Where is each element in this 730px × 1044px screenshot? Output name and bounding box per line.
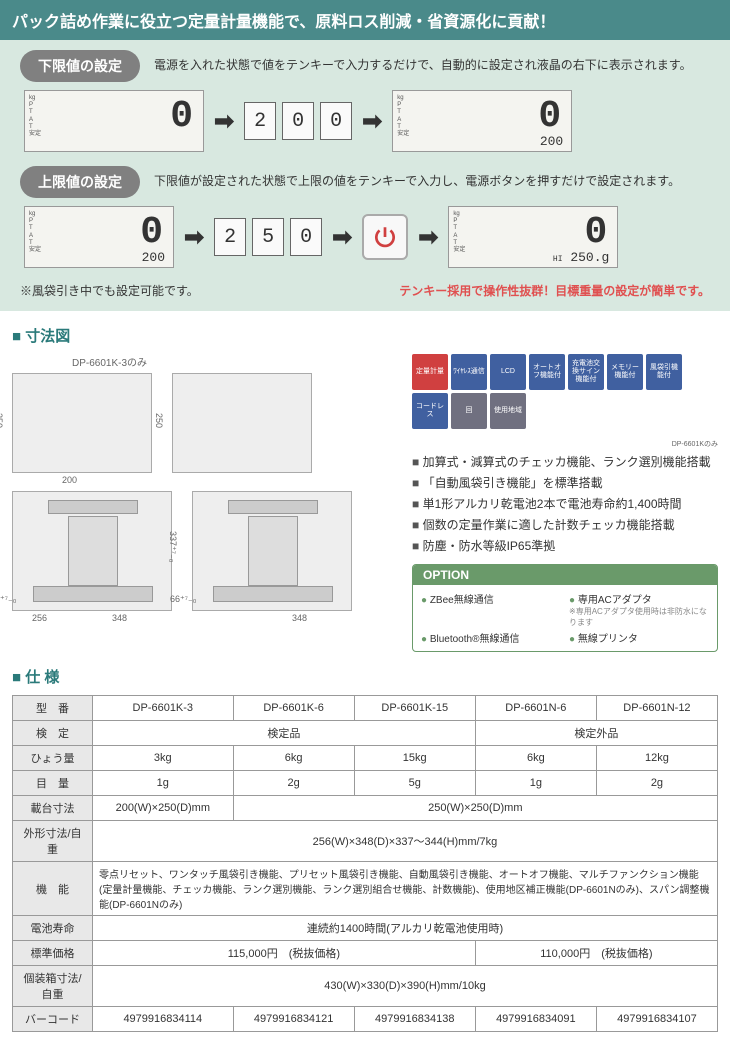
digit: 0	[282, 102, 314, 140]
arrow-icon: ➡	[184, 223, 204, 252]
upper-desc: 下限値が設定された状態で上限の値をテンキーで入力し、電源ボタンを押すだけで設定さ…	[154, 166, 680, 189]
feature-badge: 風袋引機能付	[646, 354, 682, 390]
table-row: 機 能 零点リセット、ワンタッチ風袋引き機能、プリセット風袋引き機能、自動風袋引…	[13, 862, 718, 916]
table-row: 標準価格 115,000円 (税抜価格)110,000円 (税抜価格)	[13, 941, 718, 966]
digit: 0	[290, 218, 322, 256]
table-row: バーコード 4979916834114497991683412149799168…	[13, 1007, 718, 1032]
digit: 2	[244, 102, 276, 140]
option-item: 専用ACアダプタ	[569, 595, 652, 606]
upper-limit-label: 上限値の設定	[20, 166, 140, 198]
table-row: 載台寸法 200(W)×250(D)mm250(W)×250(D)mm	[13, 796, 718, 821]
header-bar: パック詰め作業に役立つ定量計量機能で、原料ロス削減・省資源化に貢献！	[0, 0, 730, 40]
feature-badge: 回	[451, 393, 487, 429]
lower-setting-row: 下限値の設定 電源を入れた状態で値をテンキーで入力するだけで、自動的に設定され液…	[20, 50, 710, 82]
option-box: OPTION ZBee無線通信 専用ACアダプタ※専用ACアダプタ使用時は非防水…	[412, 564, 718, 652]
table-row: 目 量 1g2g5g1g2g	[13, 771, 718, 796]
diagram-plate-2	[172, 373, 312, 473]
arrow-icon: ➡	[418, 223, 438, 252]
feature-item: 防塵・防水等級IP65準拠	[412, 537, 718, 554]
option-header: OPTION	[413, 565, 717, 585]
badge-row: 定量計量ﾜｲﾔﾚｽ通信LCDオートオフ機能付充電池交換サイン機能付メモリー機能付…	[412, 354, 718, 429]
lcd-upper-after: kgPTAT安定 0 HI 250.g	[448, 206, 618, 268]
feature-list: 加算式・減算式のチェッカ機能、ランク選別機能搭載「自動風袋引き機能」を標準搭載単…	[412, 453, 718, 554]
diagram-scale-2	[192, 491, 352, 611]
option-item: ZBee無線通信	[421, 591, 561, 628]
table-row: ひょう量 3kg6kg15kg6kg12kg	[13, 746, 718, 771]
diagram-note: DP-6601K-3のみ	[72, 354, 392, 369]
lower-desc: 電源を入れた状態で値をテンキーで入力するだけで、自動的に設定され液晶の右下に表示…	[154, 50, 692, 73]
upper-setting-row: 上限値の設定 下限値が設定された状態で上限の値をテンキーで入力し、電源ボタンを押…	[20, 166, 710, 198]
power-icon	[372, 224, 398, 250]
table-row: 外形寸法/自重 256(W)×348(D)×337～344(H)mm/7kg	[13, 821, 718, 862]
lcd-lower-before: kgPTAT安定 0	[24, 90, 204, 152]
option-item: 無線プリンタ	[569, 630, 709, 645]
feature-badge: 使用地域	[490, 393, 526, 429]
diagram-scale-1	[12, 491, 172, 611]
upper-digits: 2 5 0	[214, 218, 322, 256]
lower-digits: 2 0 0	[244, 102, 352, 140]
dims-info: 定量計量ﾜｲﾔﾚｽ通信LCDオートオフ機能付充電池交換サイン機能付メモリー機能付…	[412, 354, 718, 652]
digit: 2	[214, 218, 246, 256]
footnote-left: ※風袋引き中でも設定可能です。	[20, 282, 199, 299]
table-row: 検 定 検定品検定外品	[13, 721, 718, 746]
dims-title: 寸法図	[12, 325, 730, 346]
spec-title: 仕 様	[12, 666, 730, 687]
lcd-upper-before: kgPTAT安定 0 200	[24, 206, 174, 268]
upper-flow: kgPTAT安定 0 200 ➡ 2 5 0 ➡ ➡ kgPTAT安定 0 HI…	[20, 206, 710, 268]
dims-diagrams: DP-6601K-3のみ 200 250 250 256 348	[12, 354, 392, 652]
diagram-plate-1	[12, 373, 152, 473]
dims-region: DP-6601K-3のみ 200 250 250 256 348	[0, 354, 730, 652]
digit: 5	[252, 218, 284, 256]
feature-item: 単1形アルカリ乾電池2本で電池寿命約1,400時間	[412, 495, 718, 512]
feature-badge: LCD	[490, 354, 526, 390]
option-item: Bluetooth®無線通信	[421, 630, 561, 645]
feature-badge: 定量計量	[412, 354, 448, 390]
spec-table: 型 番 DP-6601K-3DP-6601K-6DP-6601K-15DP-66…	[12, 695, 718, 1032]
feature-badge: オートオフ機能付	[529, 354, 565, 390]
badge-note: DP-6601Kのみ	[412, 439, 718, 449]
footnote-right: テンキー採用で操作性抜群！目標重量の設定が簡単です。	[399, 282, 710, 299]
feature-badge: 充電池交換サイン機能付	[568, 354, 604, 390]
lower-flow: kgPTAT安定 0 ➡ 2 0 0 ➡ kgPTAT安定 0 200	[20, 90, 710, 152]
table-row: 型 番 DP-6601K-3DP-6601K-6DP-6601K-15DP-66…	[13, 696, 718, 721]
option-note: ※専用ACアダプタ使用時は非防水になります	[569, 607, 707, 627]
lower-limit-label: 下限値の設定	[20, 50, 140, 82]
option-body: ZBee無線通信 専用ACアダプタ※専用ACアダプタ使用時は非防水になります B…	[413, 585, 717, 651]
arrow-icon: ➡	[332, 223, 352, 252]
digit: 0	[320, 102, 352, 140]
feature-item: 「自動風袋引き機能」を標準搭載	[412, 474, 718, 491]
arrow-icon: ➡	[214, 107, 234, 136]
feature-badge: メモリー機能付	[607, 354, 643, 390]
arrow-icon: ➡	[362, 107, 382, 136]
feature-badge: ﾜｲﾔﾚｽ通信	[451, 354, 487, 390]
lcd-lower-after: kgPTAT安定 0 200	[392, 90, 572, 152]
feature-badge: コードレス	[412, 393, 448, 429]
panel-footnotes: ※風袋引き中でも設定可能です。 テンキー採用で操作性抜群！目標重量の設定が簡単で…	[20, 282, 710, 299]
settings-panel: 下限値の設定 電源を入れた状態で値をテンキーで入力するだけで、自動的に設定され液…	[0, 40, 730, 311]
power-button[interactable]	[362, 214, 408, 260]
feature-item: 個数の定量作業に適した計数チェッカ機能搭載	[412, 516, 718, 533]
feature-item: 加算式・減算式のチェッカ機能、ランク選別機能搭載	[412, 453, 718, 470]
table-row: 電池寿命 連続約1400時間(アルカリ乾電池使用時)	[13, 916, 718, 941]
table-row: 個装箱寸法/自重 430(W)×330(D)×390(H)mm/10kg	[13, 966, 718, 1007]
